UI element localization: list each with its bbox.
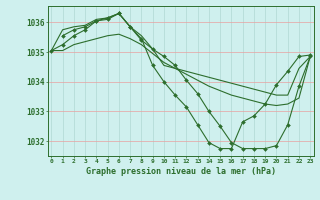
X-axis label: Graphe pression niveau de la mer (hPa): Graphe pression niveau de la mer (hPa) <box>86 167 276 176</box>
